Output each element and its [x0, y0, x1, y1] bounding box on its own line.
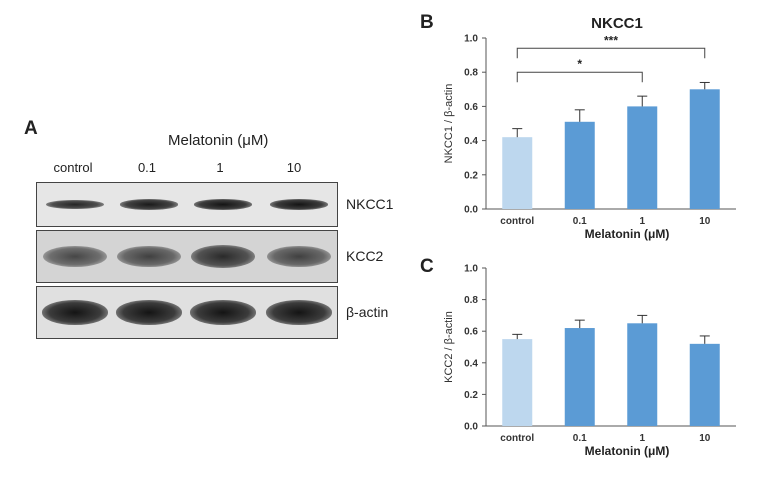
blot-band: [116, 300, 182, 325]
x-tick-label: 1: [639, 216, 645, 227]
lane-label-1: 1: [216, 160, 224, 175]
panel-label-b: B: [420, 12, 434, 33]
significance-bracket: [516, 71, 643, 83]
blot-band: [46, 199, 104, 210]
y-tick-label: 0.0: [464, 205, 478, 216]
y-axis-label: KCC2 / β-actin: [443, 311, 455, 383]
bar: [627, 323, 658, 426]
blot-row-kcc2: [36, 230, 338, 283]
x-axis-label: Melatonin (μM): [585, 227, 670, 241]
blot-band: [270, 199, 328, 210]
blot-band: [194, 199, 252, 210]
blot-band: [190, 300, 256, 325]
y-tick-label: 0.4: [464, 358, 478, 369]
blot-title: Melatonin (μM): [168, 132, 269, 149]
bar: [564, 121, 595, 209]
x-tick-label: 0.1: [573, 433, 587, 444]
chart-title: NKCC1: [591, 15, 643, 32]
blot-band: [267, 245, 331, 268]
blot-band: [42, 300, 108, 325]
x-tick-label: control: [500, 433, 534, 444]
panel-label-c: C: [420, 256, 434, 277]
lane-label-control: control: [53, 160, 93, 175]
y-tick-label: 0.2: [464, 170, 478, 181]
x-tick-label: control: [500, 216, 534, 227]
blot-band: [43, 245, 107, 268]
y-axis-label: NKCC1 / β-actin: [443, 84, 455, 164]
bar: [689, 89, 720, 209]
significance-label: ***: [604, 33, 618, 47]
y-tick-label: 0.0: [464, 422, 478, 433]
y-tick-label: 0.4: [464, 136, 478, 147]
y-tick-label: 0.6: [464, 327, 478, 338]
y-tick-label: 1.0: [464, 34, 478, 45]
significance-label: *: [577, 57, 582, 71]
y-tick-label: 0.8: [464, 68, 478, 79]
bar: [627, 106, 658, 209]
y-tick-label: 0.8: [464, 295, 478, 306]
lane-label-10: 10: [286, 160, 302, 175]
bar: [689, 343, 720, 426]
significance-bracket: [516, 47, 706, 59]
y-tick-label: 1.0: [464, 264, 478, 275]
x-tick-label: 10: [699, 216, 711, 227]
bar: [502, 339, 533, 426]
blot-band: [120, 199, 178, 210]
blot-row-beta-actin: [36, 286, 338, 339]
blot-label-beta-actin: β-actin: [346, 304, 389, 320]
blot-band: [266, 300, 332, 325]
x-tick-label: 1: [639, 433, 645, 444]
y-tick-label: 0.2: [464, 390, 478, 401]
y-tick-label: 0.6: [464, 102, 478, 113]
bar: [502, 137, 533, 209]
lane-label-0-1: 0.1: [137, 160, 157, 175]
blot-band: [117, 245, 181, 268]
bar: [564, 328, 595, 426]
chart-nkcc1: NKCC1 0.0 0.2 0.4 0.6 0.8 1.0 NKCC1 / β-actin co…: [443, 15, 736, 241]
blot-label-kcc2: KCC2: [346, 248, 384, 264]
blot-label-nkcc1: NKCC1: [346, 196, 394, 212]
blot-band: [191, 245, 255, 268]
panel-label-a: A: [24, 118, 38, 139]
x-tick-label: 10: [699, 433, 711, 444]
x-axis-label: Melatonin (μM): [585, 444, 670, 458]
x-tick-label: 0.1: [573, 216, 587, 227]
blot-row-nkcc1: [36, 182, 338, 227]
